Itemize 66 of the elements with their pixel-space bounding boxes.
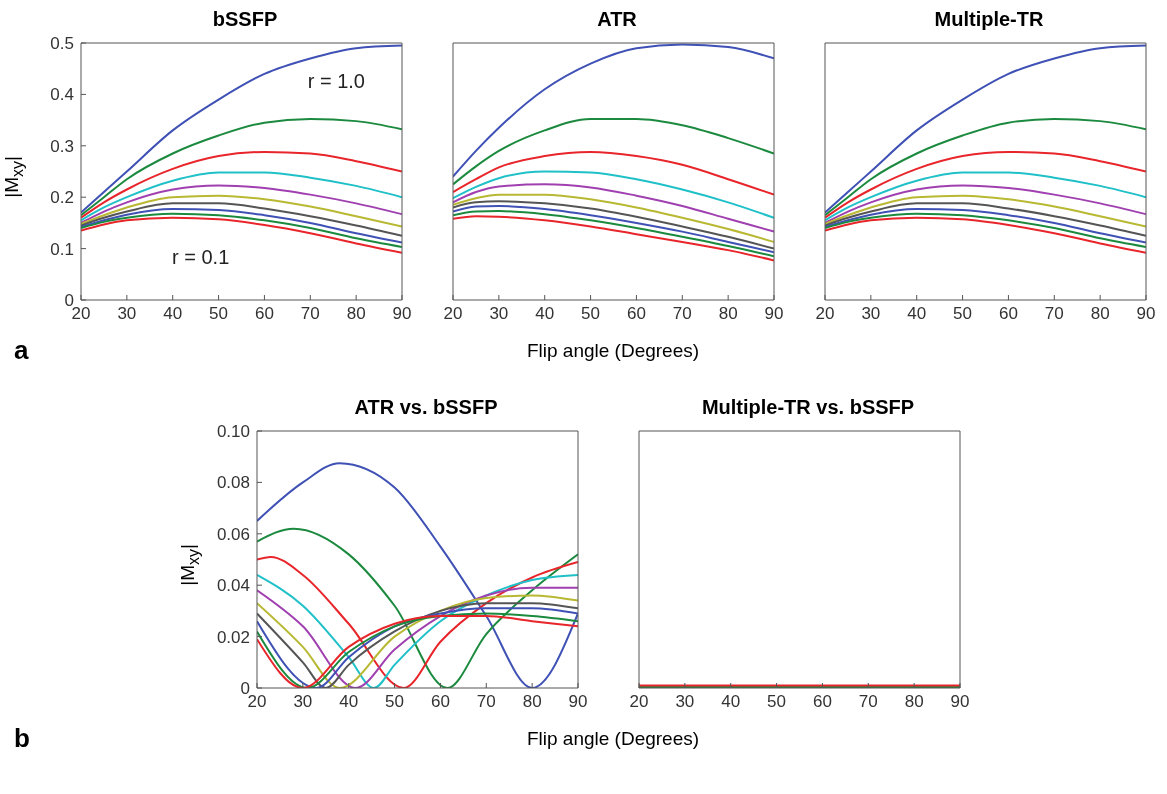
x-tick-label: 80	[346, 304, 366, 324]
x-tick-label: 50	[209, 304, 229, 324]
chart-title: ATR	[596, 8, 638, 32]
line-series	[81, 184, 402, 224]
x-tick-label: 90	[392, 304, 412, 324]
x-tick-label: 20	[247, 692, 267, 712]
x-tick-label: 60	[812, 692, 832, 712]
x-tick-label: 60	[430, 692, 450, 712]
y-tick-label: 0.02	[216, 627, 250, 647]
x-tick-label: 30	[117, 304, 137, 324]
chart-title: ATR vs. bSSFP	[353, 396, 499, 420]
y-tick-label: 0.10	[216, 422, 250, 442]
y-tick-label: 0.04	[216, 576, 250, 596]
x-tick-label: 40	[535, 304, 555, 324]
y-tick-label: 0.4	[50, 85, 74, 105]
x-tick-label: 60	[626, 304, 646, 324]
x-tick-label: 20	[815, 304, 835, 324]
chart-title: bSSFP	[211, 8, 279, 32]
line-series	[81, 171, 402, 222]
x-axis-title: Flip angle (Degrees)	[526, 340, 700, 361]
x-tick-label: 20	[71, 304, 91, 324]
chart-title: Multiple-TR	[933, 8, 1045, 32]
x-tick-label: 90	[1136, 304, 1156, 324]
y-tick-label: 0.3	[50, 136, 74, 156]
x-tick-label: 50	[385, 692, 405, 712]
text: a	[14, 335, 29, 366]
annotation: r = 1.0	[307, 70, 365, 93]
x-tick-label: 30	[293, 692, 313, 712]
x-tick-label: 20	[629, 692, 649, 712]
line-series	[81, 150, 402, 219]
x-tick-label: 90	[764, 304, 784, 324]
x-tick-label: 90	[568, 692, 588, 712]
x-tick-label: 70	[672, 304, 692, 324]
x-tick-label: 60	[998, 304, 1018, 324]
x-tick-label: 80	[1090, 304, 1110, 324]
x-tick-label: 70	[1044, 304, 1064, 324]
x-tick-label: 40	[907, 304, 927, 324]
x-tick-label: 20	[443, 304, 463, 324]
line-series	[81, 194, 402, 228]
y-tick-label: 0.06	[216, 524, 250, 544]
x-tick-label: 70	[300, 304, 320, 324]
text: b	[14, 723, 30, 754]
x-tick-label: 80	[904, 692, 924, 712]
x-tick-label: 30	[675, 692, 695, 712]
x-tick-label: 30	[489, 304, 509, 324]
annotation: r = 0.1	[172, 246, 230, 269]
chart-title: Multiple-TR vs. bSSFP	[700, 396, 916, 420]
x-tick-label: 70	[476, 692, 496, 712]
y-tick-label: 0.1	[50, 239, 74, 259]
x-tick-label: 80	[718, 304, 738, 324]
x-tick-label: 40	[339, 692, 359, 712]
x-tick-label: 50	[953, 304, 973, 324]
x-tick-label: 30	[861, 304, 881, 324]
x-tick-label: 80	[522, 692, 542, 712]
x-tick-label: 70	[858, 692, 878, 712]
y-tick-label: 0.08	[216, 473, 250, 493]
x-tick-label: 40	[163, 304, 183, 324]
x-tick-label: 40	[721, 692, 741, 712]
x-tick-label: 90	[950, 692, 970, 712]
x-tick-label: 60	[254, 304, 274, 324]
y-tick-label: 0.2	[50, 188, 74, 208]
line-series	[81, 118, 402, 217]
x-axis-title: Flip angle (Degrees)	[526, 728, 700, 749]
x-tick-label: 50	[581, 304, 601, 324]
x-tick-label: 50	[767, 692, 787, 712]
y-tick-label: 0.5	[50, 34, 74, 54]
